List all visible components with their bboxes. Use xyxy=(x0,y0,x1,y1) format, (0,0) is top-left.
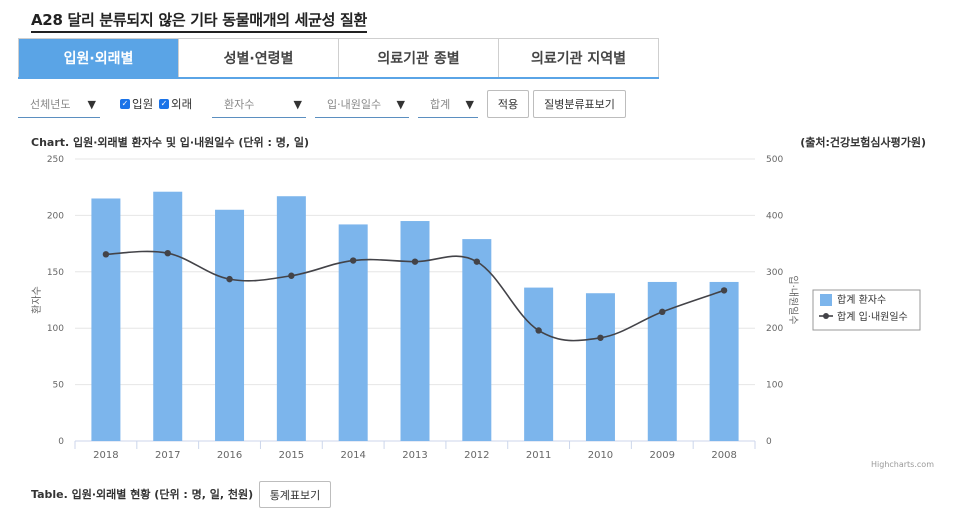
legend-bar-swatch xyxy=(820,294,832,306)
line-point xyxy=(535,327,542,334)
y-tick-label: 250 xyxy=(47,155,64,165)
legend-line-label: 합계 입·내원일수 xyxy=(837,310,908,323)
bar xyxy=(462,239,492,441)
year-select[interactable]: 선체년도 ▼ xyxy=(18,90,100,118)
x-tick-label: 2018 xyxy=(93,450,118,461)
metric-select[interactable]: 환자수 ▼ xyxy=(212,90,306,118)
x-tick-label: 2013 xyxy=(402,450,427,461)
inpatient-label: 입원 xyxy=(132,97,154,111)
chevron-down-icon: ▼ xyxy=(396,98,405,111)
bar xyxy=(276,196,306,441)
x-tick-label: 2017 xyxy=(155,450,180,461)
apply-button[interactable]: 적용 xyxy=(487,90,529,118)
sum-select-value: 합계 xyxy=(430,97,451,111)
bar xyxy=(400,221,430,441)
chevron-down-icon: ▼ xyxy=(87,98,96,111)
bar xyxy=(215,209,245,441)
x-tick-label: 2011 xyxy=(526,450,551,461)
bar xyxy=(338,224,368,441)
line-point xyxy=(226,275,233,283)
line-point xyxy=(473,258,481,265)
inpatient-checkbox[interactable]: ✓ 입원 xyxy=(120,96,153,112)
y-tick-label: 50 xyxy=(53,381,65,391)
outpatient-label: 외래 xyxy=(171,97,193,111)
bar xyxy=(647,281,677,441)
legend-line-marker xyxy=(823,313,829,319)
line-point xyxy=(349,257,357,264)
sum-select[interactable]: 합계 ▼ xyxy=(418,90,478,118)
y-tick-label: 150 xyxy=(47,268,64,278)
y2-tick-label: 400 xyxy=(766,211,783,221)
table-title: Table. 입원·외래별 현황 (단위 : 명, 일, 천원) xyxy=(31,488,254,501)
y2-tick-label: 500 xyxy=(766,155,783,165)
line-point xyxy=(288,272,295,279)
disease-classification-button[interactable]: 질병분류표보기 xyxy=(533,90,626,118)
y2-tick-label: 0 xyxy=(766,437,772,447)
tab-sex-age[interactable]: 성별·연령별 xyxy=(179,39,339,77)
line-point xyxy=(164,249,171,257)
y-tick-label: 200 xyxy=(47,211,64,221)
line-point xyxy=(659,308,666,316)
outpatient-checkbox[interactable]: ✓ 외래 xyxy=(159,96,192,112)
highcharts-credit[interactable]: Highcharts.com xyxy=(871,460,934,469)
metric-select-value: 환자수 xyxy=(224,97,255,111)
x-tick-label: 2015 xyxy=(279,450,304,461)
x-tick-label: 2010 xyxy=(588,450,613,461)
legend-bar-label: 합계 환자수 xyxy=(837,294,886,306)
tab-institution-type[interactable]: 의료기관 종별 xyxy=(339,39,499,77)
x-tick-label: 2008 xyxy=(711,450,736,461)
bar xyxy=(91,198,121,441)
combo-chart: 0 50 100 150 200 250 0 100 200 300 400 500 환자수 입·내원일수… xyxy=(31,155,921,461)
chart-source: (출처:건강보험심사평가원) xyxy=(800,136,926,149)
bar xyxy=(585,293,615,441)
checkbox-checked-icon: ✓ xyxy=(159,99,169,109)
line-point xyxy=(597,334,604,341)
tab-inpatient-outpatient[interactable]: 입원·외래별 xyxy=(19,39,179,77)
chevron-down-icon: ▼ xyxy=(293,98,302,111)
page-title: A28 달리 분류되지 않은 기타 동물매개의 세균성 질환 xyxy=(31,9,367,33)
y-axis-title: 환자수 xyxy=(31,286,43,314)
x-tick-label: 2012 xyxy=(464,450,489,461)
y-tick-label: 100 xyxy=(47,324,64,334)
y-tick-label: 0 xyxy=(58,437,64,447)
chevron-down-icon: ▼ xyxy=(465,98,474,111)
chart-title: Chart. 입원·외래별 환자수 및 입·내원일수 (단위 : 명, 일) xyxy=(31,136,309,149)
x-tick-label: 2016 xyxy=(217,450,242,461)
line-point xyxy=(411,258,419,265)
x-tick-label: 2014 xyxy=(340,450,365,461)
tab-underline xyxy=(18,77,659,79)
bar xyxy=(524,287,554,441)
y2-axis-title: 입·내원일수 xyxy=(787,275,800,324)
x-tick-label: 2009 xyxy=(650,450,675,461)
days-select[interactable]: 입·내원일수 ▼ xyxy=(315,90,409,118)
y2-tick-label: 300 xyxy=(766,268,783,278)
checkbox-checked-icon: ✓ xyxy=(120,99,130,109)
line-point xyxy=(102,251,110,258)
filter-bar: 선체년도 ▼ ✓ 입원 ✓ 외래 환자수 ▼ 입·내원일수 ▼ 합계 ▼ 적용 … xyxy=(0,90,954,120)
line-point xyxy=(720,287,728,294)
tab-institution-region[interactable]: 의료기관 지역별 xyxy=(499,39,658,77)
tab-bar: 입원·외래별 성별·연령별 의료기관 종별 의료기관 지역별 xyxy=(18,38,659,78)
bar xyxy=(709,281,739,441)
days-select-value: 입·내원일수 xyxy=(327,97,382,111)
y2-tick-label: 200 xyxy=(766,324,783,334)
stats-table-button[interactable]: 통계표보기 xyxy=(259,481,331,508)
year-select-value: 선체년도 xyxy=(30,97,71,111)
bar xyxy=(153,191,183,441)
series-line xyxy=(105,250,725,342)
y2-tick-label: 100 xyxy=(766,381,783,391)
